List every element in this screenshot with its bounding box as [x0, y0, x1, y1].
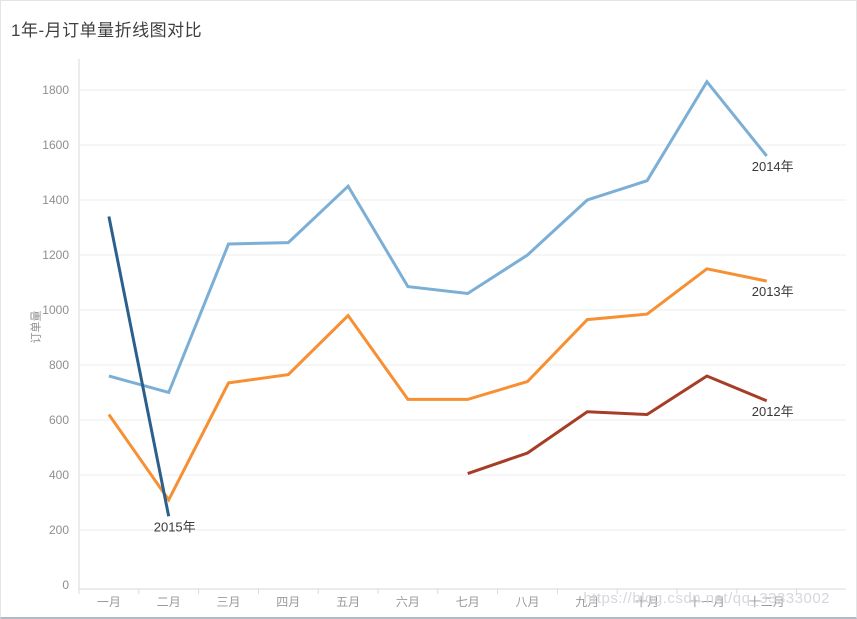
y-tick-label: 200: [49, 523, 69, 537]
series-label-2013年: 2013年: [752, 284, 794, 299]
x-tick-label: 一月: [97, 595, 121, 609]
x-tick-label: 二月: [157, 595, 181, 609]
x-tick-label: 十一月: [689, 595, 725, 609]
y-tick-label: 0: [62, 578, 69, 592]
series-label-2015年: 2015年: [154, 519, 196, 534]
y-tick-label: 1200: [42, 248, 69, 262]
series-label-2012年: 2012年: [752, 404, 794, 419]
series-line-2012年: [467, 374, 768, 476]
series-label-2014年: 2014年: [752, 159, 794, 174]
y-tick-label: 600: [49, 413, 69, 427]
x-tick-label: 十二月: [749, 595, 785, 609]
x-tick-label: 十月: [635, 595, 659, 609]
y-tick-label: 800: [49, 358, 69, 372]
x-tick-label: 九月: [575, 595, 599, 609]
x-tick-label: 四月: [276, 595, 300, 609]
y-tick-label: 1600: [42, 138, 69, 152]
x-tick-label: 八月: [515, 595, 539, 609]
series-line-2014年: [108, 79, 768, 395]
x-tick-label: 三月: [216, 595, 240, 609]
x-tick-label: 六月: [396, 595, 420, 609]
y-axis-title: 订单量: [30, 310, 43, 344]
y-tick-label: 1800: [42, 83, 69, 97]
chart-title: 1年-月订单量折线图对比: [11, 21, 203, 40]
y-tick-label: 1400: [42, 193, 69, 207]
y-tick-label: 1000: [42, 303, 69, 317]
x-tick-label: 五月: [336, 595, 360, 609]
x-tick-label: 七月: [456, 595, 480, 609]
y-tick-label: 400: [49, 468, 69, 482]
series-line-2013年: [107, 267, 768, 503]
series-line-2015年: [107, 216, 171, 517]
